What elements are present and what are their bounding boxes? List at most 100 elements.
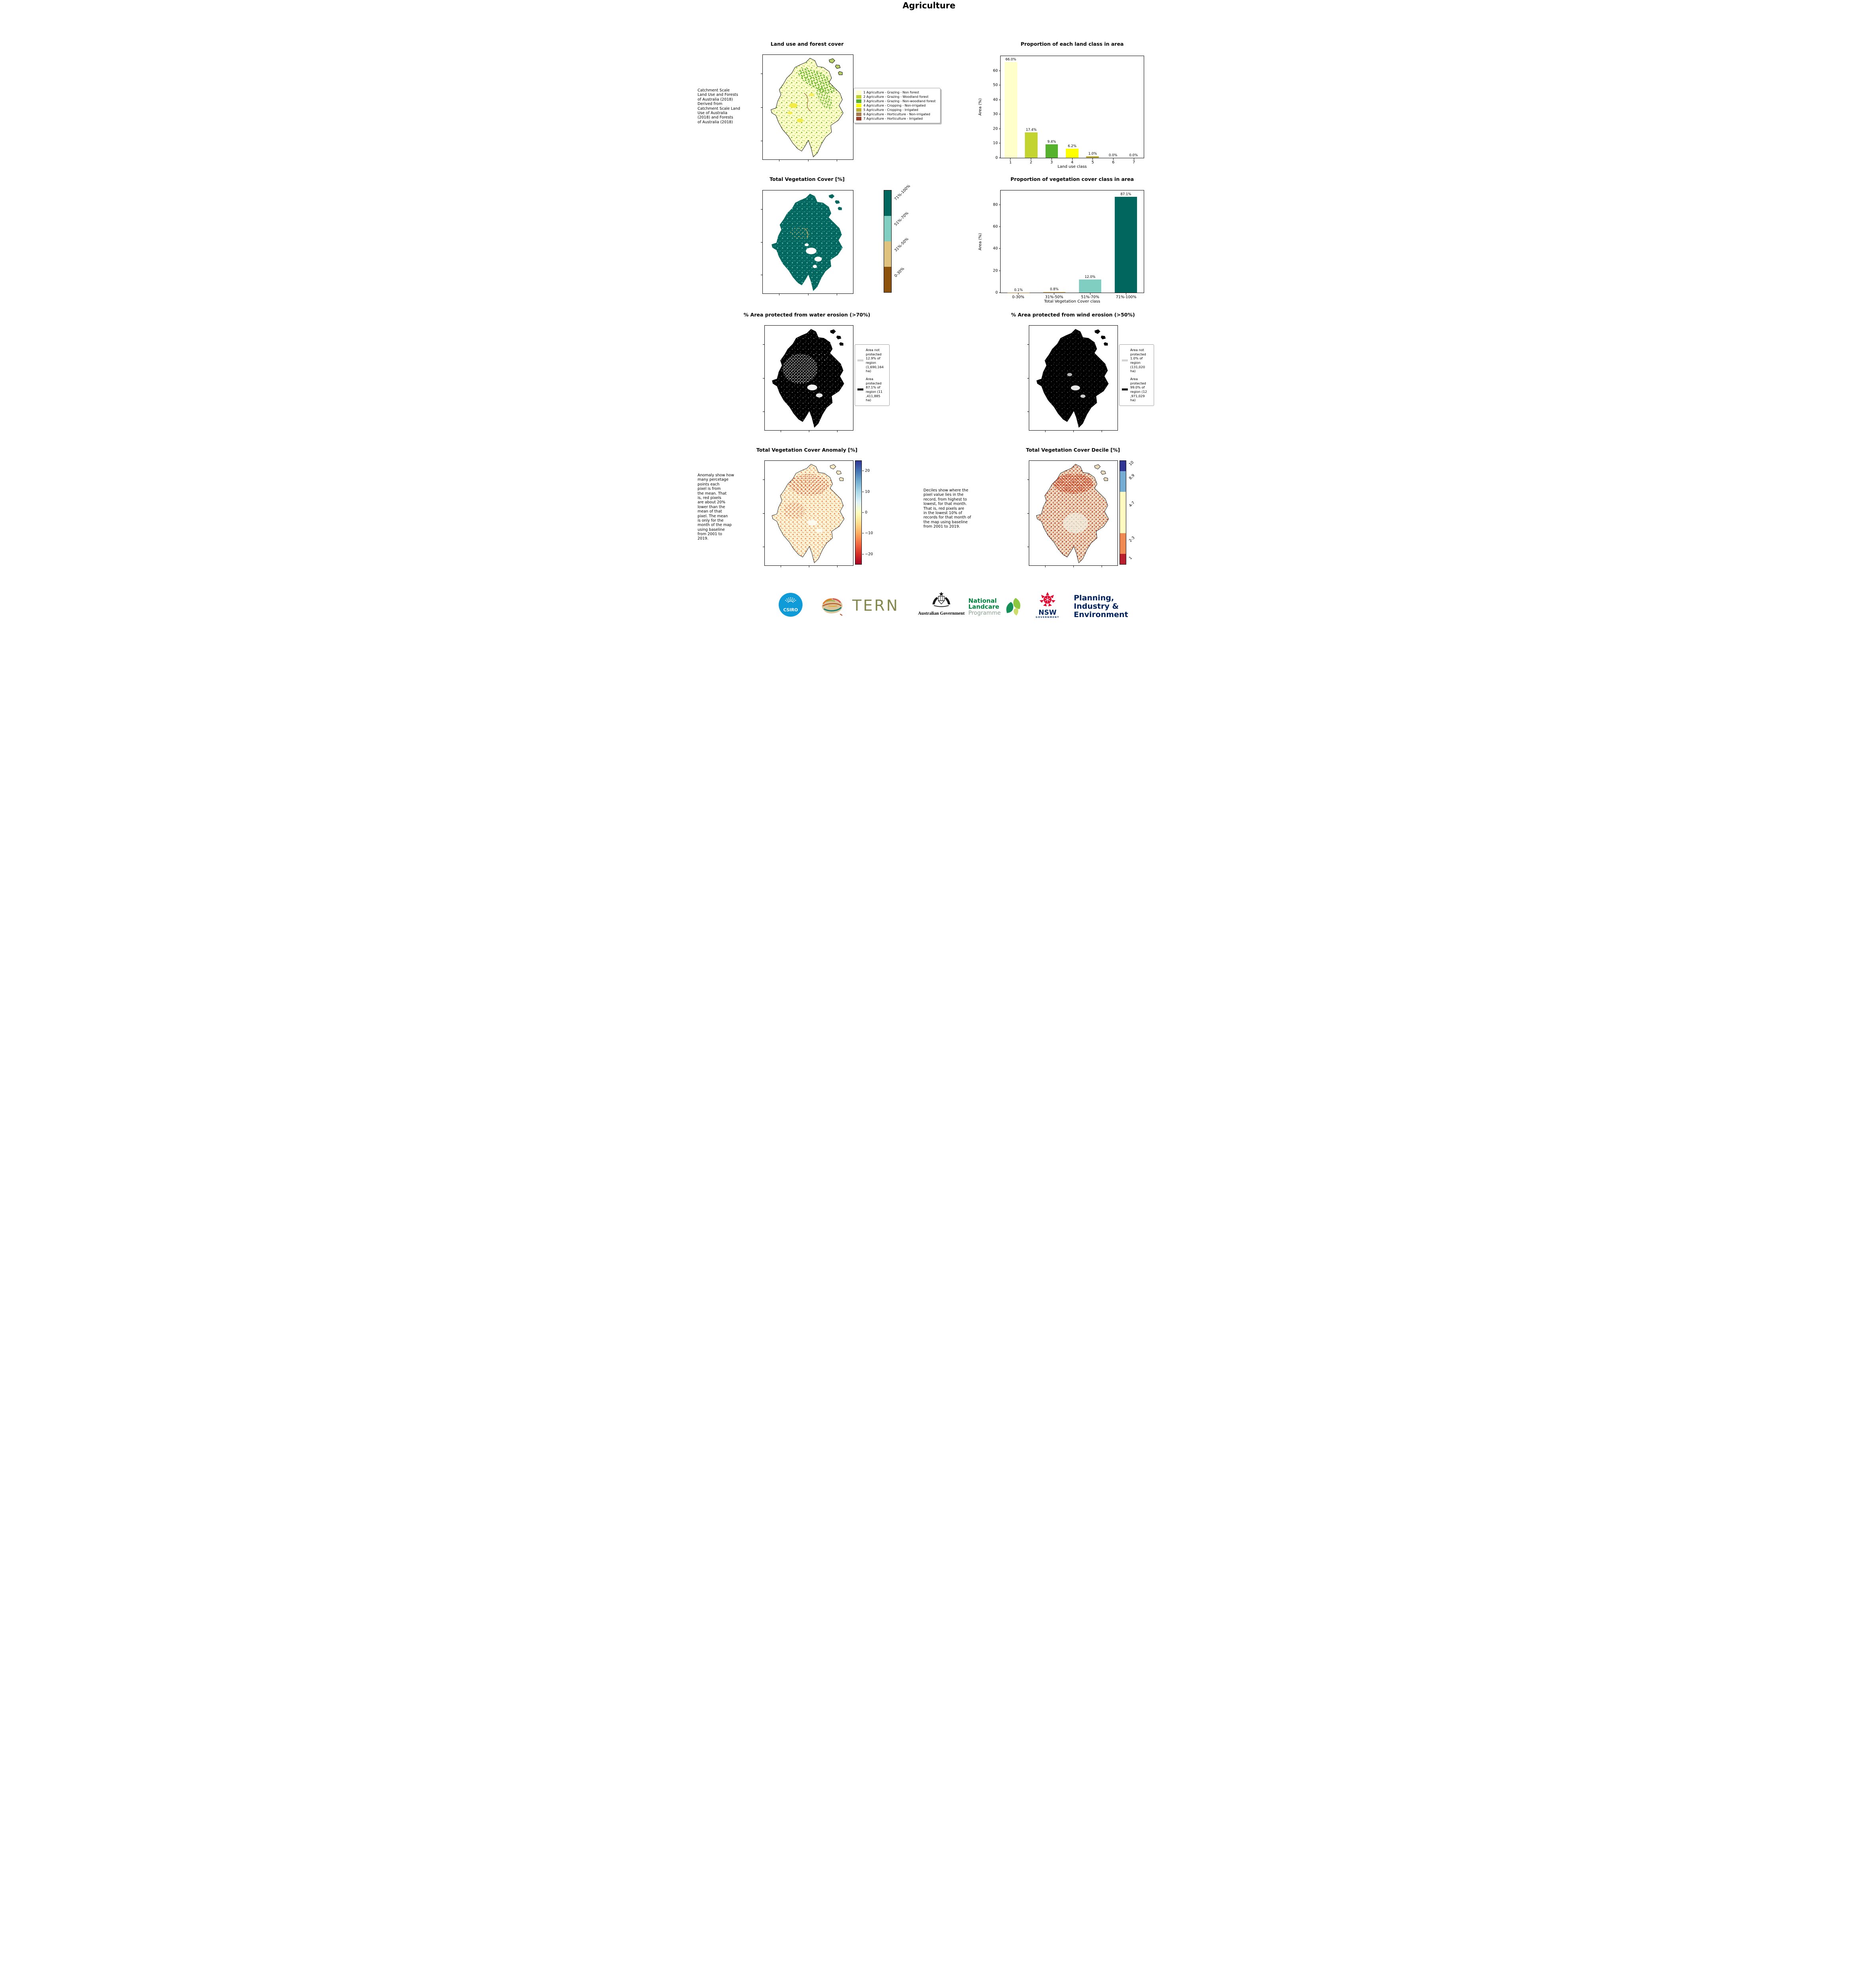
x-tick: 2	[1021, 158, 1042, 165]
veg-cover-map-title: Total Vegetation Cover [%]	[770, 176, 845, 182]
nsw-wordmark: NSW	[1038, 609, 1057, 617]
csiro-logo: CSIRO	[778, 592, 803, 619]
veg-class-chart: Area (%) 0 20 40 60 80 0.1% 0.8% 12.0% 87.1% 0-3…	[978, 190, 1144, 304]
y-tick: 10	[993, 141, 1001, 146]
colorbar-segment	[1120, 554, 1126, 564]
x-axis-label: Total Vegetation Cover class	[1044, 299, 1100, 304]
map-axis-tick	[761, 209, 762, 210]
legend-swatch	[856, 99, 861, 103]
legend-swatch	[856, 104, 861, 107]
australian-government-wordmark: Australian Government	[918, 611, 965, 616]
x-tick: 0-30%	[1000, 293, 1036, 299]
land-class-chart-title: Proportion of each land class in area	[1020, 41, 1124, 47]
colorbar-label: 31%-50%	[894, 237, 910, 253]
legend-swatch	[857, 388, 863, 391]
national-landcare-logo: National Landcare Programme	[968, 596, 1024, 618]
legend-label: Area protected 99.0% of region (12 ,971,…	[1130, 377, 1147, 402]
tern-logo: TERN	[817, 593, 899, 618]
legend-item: Area protected 99.0% of region (12 ,971,…	[1122, 377, 1151, 402]
anomaly-note: Anomaly show how many percetage points e…	[698, 473, 734, 541]
map-axis-tick	[763, 378, 764, 379]
legend-item: 4 Agriculture - Cropping - Non-irrigated	[856, 104, 938, 107]
wind-erosion-map	[1027, 325, 1118, 432]
x-tick: 4	[1062, 158, 1083, 165]
x-tick: 6	[1103, 158, 1124, 165]
map-axis-tick	[1073, 566, 1074, 567]
coat-of-arms-icon	[932, 592, 950, 607]
planning-line-2: Industry &	[1074, 602, 1119, 611]
map-axis-tick	[761, 107, 762, 108]
map-axis-tick	[1045, 431, 1046, 432]
map-axis-tick	[1027, 344, 1029, 345]
y-tick: 40	[993, 247, 1001, 251]
bar-value-label: 0.8%	[1050, 287, 1059, 291]
y-tick: 0	[995, 156, 1001, 160]
colorbar-label: 4-7	[1128, 501, 1136, 508]
bar-value-label: 0.1%	[1014, 288, 1023, 292]
x-tick: 7	[1123, 158, 1144, 165]
bar-51%-70%	[1079, 279, 1101, 293]
bar-4	[1066, 149, 1079, 158]
csiro-sun-icon: CSIRO	[778, 592, 803, 617]
planning-line-3: Environment	[1074, 610, 1128, 619]
y-tick: 60	[993, 68, 1001, 73]
bar-value-label: 87.1%	[1120, 192, 1131, 197]
y-tick: 40	[993, 97, 1001, 102]
y-axis-label: Area (%)	[978, 98, 983, 116]
legend-swatch	[1122, 388, 1128, 391]
tern-wordmark: TERN	[852, 597, 900, 614]
report-page: Agriculture Catchment Scale Land Use and…	[697, 0, 1161, 635]
colorbar-bar	[884, 190, 892, 293]
map-axis-tick	[837, 566, 838, 567]
y-tick: 30	[993, 112, 1001, 116]
bar-value-label: 0.0%	[1109, 153, 1118, 157]
csiro-wordmark: CSIRO	[783, 607, 798, 612]
wind-erosion-map-graphic	[1036, 329, 1109, 428]
x-tick: 3	[1041, 158, 1062, 165]
legend-item: 5 Agriculture - Cropping - Irrigated	[856, 108, 938, 112]
anomaly-map-graphic	[772, 464, 845, 563]
landcare-wordmark: National Landcare Programme	[968, 598, 1001, 617]
x-tick: 5	[1083, 158, 1103, 165]
legend-swatch	[1122, 359, 1128, 362]
colorbar-segment	[884, 216, 891, 241]
anomaly-map	[763, 460, 853, 567]
y-tick: 0	[995, 291, 1001, 295]
map-axis-tick	[1027, 513, 1029, 514]
decile-map	[1027, 460, 1118, 567]
nsw-government-logo: NSW GOVERNMENT	[1036, 592, 1059, 619]
legend-item: 2 Agriculture - Grazing - Woodland fores…	[856, 95, 938, 99]
y-tick: 50	[993, 83, 1001, 87]
colorbar-labels: 71%-100% 51%-70% 31%-50% 0-30%	[892, 184, 911, 293]
map-axis-tick	[808, 160, 809, 161]
page-title: Agriculture	[902, 1, 956, 10]
bar-value-label: 17.4%	[1026, 128, 1037, 132]
legend-label: 1 Agriculture - Grazing - Non forest	[863, 91, 919, 94]
x-tick: 1	[1000, 158, 1021, 165]
water-erosion-legend: Area not protected 12.9% of region (1,69…	[855, 344, 890, 406]
legend-swatch	[856, 91, 861, 94]
legend-item: Area not protected 12.9% of region (1,69…	[857, 348, 887, 373]
decile-map-graphic	[1036, 464, 1109, 563]
map-axis-tick	[1027, 378, 1029, 379]
land-class-chart: Area (%) 0 10 20 30 40 50 60 66.0% 17.4% 9.4% 6.2%…	[978, 56, 1144, 169]
colorbar-ticks: 20 10 0 −10 −20	[862, 460, 880, 565]
veg-cover-colorbar: 71%-100% 51%-70% 31%-50% 0-30%	[884, 184, 911, 293]
legend-item: Area protected 87.1% of region (11 ,411,…	[857, 377, 887, 402]
y-axis-label: Area (%)	[978, 233, 983, 250]
bar-2	[1025, 132, 1038, 158]
y-tick: 80	[993, 202, 1001, 207]
legend-label: 4 Agriculture - Cropping - Non-irrigated	[863, 104, 926, 107]
bar-value-label: 12.0%	[1084, 275, 1096, 279]
bar-value-label: 1.0%	[1088, 152, 1097, 156]
legend-label: Area not protected 12.9% of region (1,69…	[866, 348, 884, 373]
legend-item: 7 Agriculture - Horticulture - Irrigated	[856, 117, 938, 120]
bar-1	[1004, 62, 1017, 158]
y-tick: 20	[993, 126, 1001, 131]
x-axis-label: Land use class	[1057, 165, 1087, 169]
decile-colorbar: 10 8,9 4-7 2-3 1	[1119, 460, 1136, 565]
map-axis-tick	[808, 294, 809, 295]
decile-note: Deciles show where the pixel value lies …	[923, 488, 971, 529]
tern-australia-icon	[822, 598, 843, 616]
